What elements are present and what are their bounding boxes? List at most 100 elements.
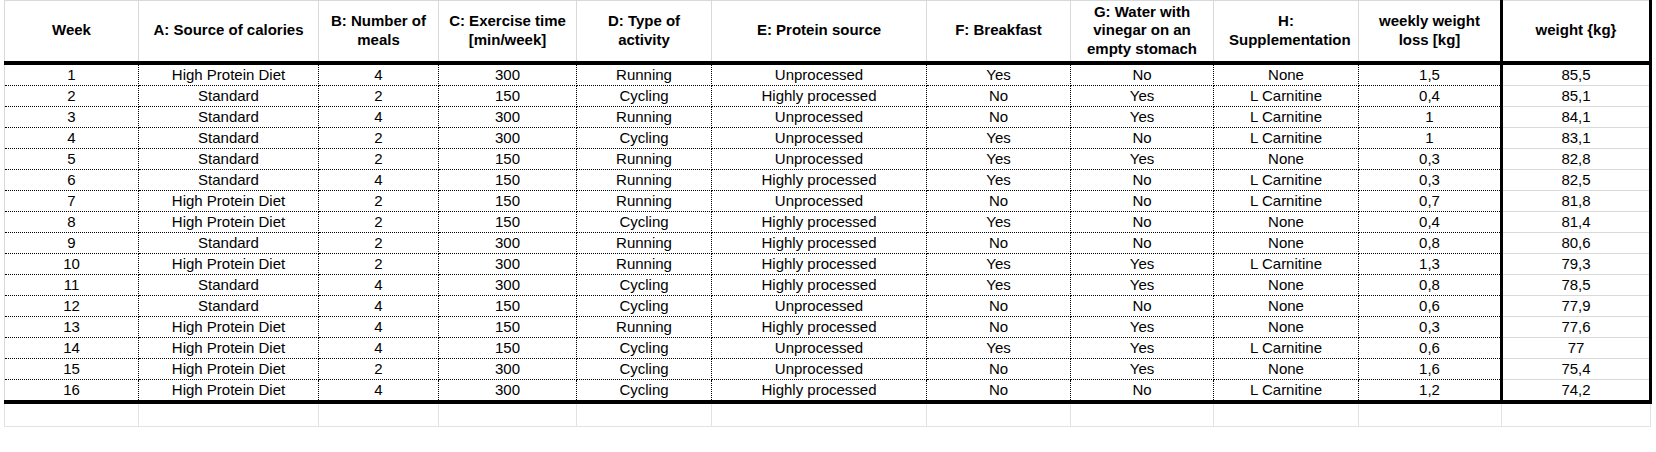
cell-protein-source[interactable]: Highly processed (712, 379, 927, 402)
cell-number-of-meals[interactable]: 4 (319, 316, 439, 337)
empty-cell[interactable] (1214, 402, 1359, 427)
empty-cell[interactable] (5, 402, 139, 427)
cell-exercise-time[interactable]: 300 (439, 232, 577, 253)
cell-source-of-calories[interactable]: High Protein Diet (139, 253, 319, 274)
cell-weight[interactable]: 80,6 (1502, 232, 1651, 253)
cell-source-of-calories[interactable]: Standard (139, 85, 319, 106)
cell-water-with-vinegar[interactable]: Yes (1071, 337, 1214, 358)
cell-number-of-meals[interactable]: 2 (319, 232, 439, 253)
cell-protein-source[interactable]: Unprocessed (712, 148, 927, 169)
cell-source-of-calories[interactable]: High Protein Diet (139, 316, 319, 337)
cell-weight[interactable]: 85,5 (1502, 63, 1651, 86)
cell-week[interactable]: 1 (5, 63, 139, 86)
cell-number-of-meals[interactable]: 4 (319, 169, 439, 190)
empty-cell[interactable] (712, 402, 927, 427)
cell-exercise-time[interactable]: 150 (439, 148, 577, 169)
cell-breakfast[interactable]: Yes (927, 63, 1071, 86)
cell-weekly-weight-loss[interactable]: 0,4 (1359, 211, 1502, 232)
cell-weekly-weight-loss[interactable]: 0,3 (1359, 169, 1502, 190)
cell-source-of-calories[interactable]: Standard (139, 274, 319, 295)
cell-week[interactable]: 11 (5, 274, 139, 295)
cell-number-of-meals[interactable]: 2 (319, 211, 439, 232)
cell-exercise-time[interactable]: 150 (439, 190, 577, 211)
cell-protein-source[interactable]: Highly processed (712, 232, 927, 253)
cell-type-of-activity[interactable]: Cycling (577, 127, 712, 148)
cell-weekly-weight-loss[interactable]: 0,7 (1359, 190, 1502, 211)
cell-week[interactable]: 4 (5, 127, 139, 148)
cell-week[interactable]: 7 (5, 190, 139, 211)
cell-weight[interactable]: 82,8 (1502, 148, 1651, 169)
cell-week[interactable]: 16 (5, 379, 139, 402)
cell-weight[interactable]: 74,2 (1502, 379, 1651, 402)
cell-supplementation[interactable]: L Carnitine (1214, 337, 1359, 358)
cell-water-with-vinegar[interactable]: Yes (1071, 253, 1214, 274)
cell-weight[interactable]: 75,4 (1502, 358, 1651, 379)
cell-type-of-activity[interactable]: Cycling (577, 85, 712, 106)
cell-exercise-time[interactable]: 300 (439, 379, 577, 402)
cell-breakfast[interactable]: Yes (927, 127, 1071, 148)
cell-source-of-calories[interactable]: High Protein Diet (139, 337, 319, 358)
cell-type-of-activity[interactable]: Cycling (577, 358, 712, 379)
cell-breakfast[interactable]: Yes (927, 274, 1071, 295)
cell-water-with-vinegar[interactable]: No (1071, 232, 1214, 253)
cell-weight[interactable]: 85,1 (1502, 85, 1651, 106)
cell-breakfast[interactable]: No (927, 316, 1071, 337)
cell-water-with-vinegar[interactable]: No (1071, 211, 1214, 232)
cell-water-with-vinegar[interactable]: No (1071, 63, 1214, 86)
cell-type-of-activity[interactable]: Cycling (577, 379, 712, 402)
cell-weekly-weight-loss[interactable]: 0,8 (1359, 274, 1502, 295)
empty-cell[interactable] (1359, 402, 1502, 427)
cell-exercise-time[interactable]: 300 (439, 127, 577, 148)
cell-supplementation[interactable]: L Carnitine (1214, 379, 1359, 402)
cell-supplementation[interactable]: L Carnitine (1214, 169, 1359, 190)
cell-type-of-activity[interactable]: Running (577, 63, 712, 86)
cell-protein-source[interactable]: Unprocessed (712, 127, 927, 148)
cell-source-of-calories[interactable]: Standard (139, 106, 319, 127)
cell-weekly-weight-loss[interactable]: 0,3 (1359, 316, 1502, 337)
cell-number-of-meals[interactable]: 2 (319, 358, 439, 379)
cell-weight[interactable]: 77,9 (1502, 295, 1651, 316)
cell-number-of-meals[interactable]: 4 (319, 337, 439, 358)
empty-cell[interactable] (319, 402, 439, 427)
cell-exercise-time[interactable]: 150 (439, 316, 577, 337)
cell-supplementation[interactable]: L Carnitine (1214, 106, 1359, 127)
cell-water-with-vinegar[interactable]: Yes (1071, 274, 1214, 295)
cell-week[interactable]: 8 (5, 211, 139, 232)
cell-supplementation[interactable]: None (1214, 295, 1359, 316)
cell-protein-source[interactable]: Unprocessed (712, 295, 927, 316)
cell-protein-source[interactable]: Unprocessed (712, 358, 927, 379)
cell-number-of-meals[interactable]: 2 (319, 253, 439, 274)
cell-type-of-activity[interactable]: Running (577, 316, 712, 337)
cell-week[interactable]: 12 (5, 295, 139, 316)
cell-protein-source[interactable]: Highly processed (712, 316, 927, 337)
cell-source-of-calories[interactable]: High Protein Diet (139, 63, 319, 86)
cell-exercise-time[interactable]: 300 (439, 63, 577, 86)
cell-weekly-weight-loss[interactable]: 1 (1359, 127, 1502, 148)
cell-breakfast[interactable]: No (927, 358, 1071, 379)
cell-weight[interactable]: 84,1 (1502, 106, 1651, 127)
cell-water-with-vinegar[interactable]: No (1071, 379, 1214, 402)
cell-week[interactable]: 2 (5, 85, 139, 106)
column-header-weight[interactable]: weight {kg} (1502, 1, 1651, 63)
cell-breakfast[interactable]: Yes (927, 337, 1071, 358)
cell-number-of-meals[interactable]: 4 (319, 63, 439, 86)
cell-protein-source[interactable]: Highly processed (712, 169, 927, 190)
cell-weekly-weight-loss[interactable]: 1 (1359, 106, 1502, 127)
column-header-breakfast[interactable]: F: Breakfast (927, 1, 1071, 63)
cell-week[interactable]: 15 (5, 358, 139, 379)
cell-type-of-activity[interactable]: Running (577, 253, 712, 274)
cell-source-of-calories[interactable]: Standard (139, 169, 319, 190)
cell-weekly-weight-loss[interactable]: 0,3 (1359, 148, 1502, 169)
cell-water-with-vinegar[interactable]: No (1071, 127, 1214, 148)
cell-weekly-weight-loss[interactable]: 0,6 (1359, 337, 1502, 358)
cell-supplementation[interactable]: None (1214, 316, 1359, 337)
cell-weight[interactable]: 81,8 (1502, 190, 1651, 211)
column-header-exercise-time[interactable]: C: Exercise time [min/week] (439, 1, 577, 63)
cell-breakfast[interactable]: No (927, 85, 1071, 106)
cell-protein-source[interactable]: Highly processed (712, 274, 927, 295)
cell-number-of-meals[interactable]: 4 (319, 379, 439, 402)
cell-exercise-time[interactable]: 300 (439, 253, 577, 274)
cell-supplementation[interactable]: None (1214, 148, 1359, 169)
cell-source-of-calories[interactable]: High Protein Diet (139, 211, 319, 232)
empty-cell[interactable] (439, 402, 577, 427)
